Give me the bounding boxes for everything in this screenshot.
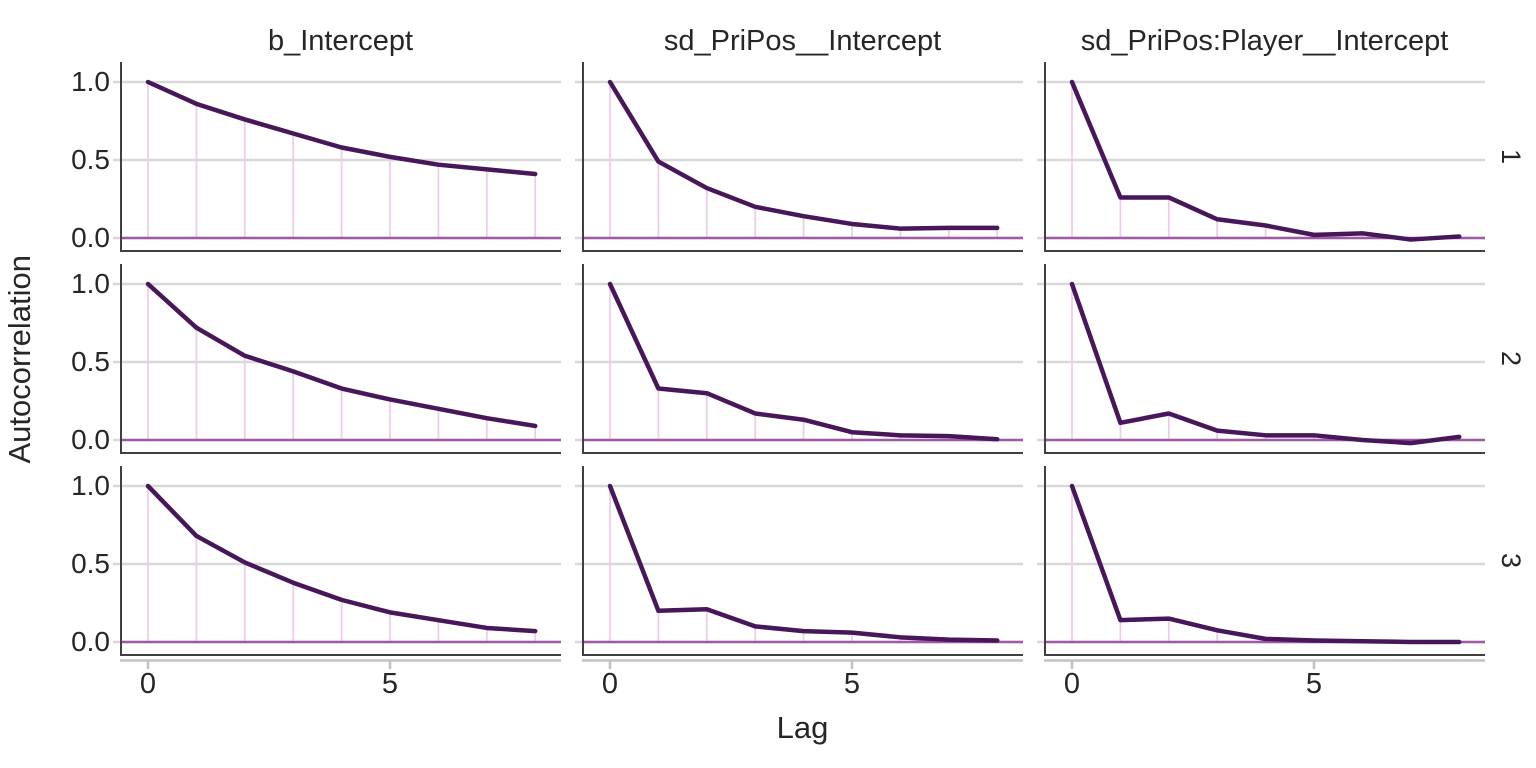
facet-column-title: sd_PriPos:Player__Intercept — [1080, 25, 1449, 57]
y-tick-label: 1.0 — [71, 268, 110, 299]
acf-panel — [113, 62, 561, 252]
y-tick-label: 1.0 — [71, 470, 110, 501]
x-tick-label: 5 — [381, 668, 399, 700]
facet-row-strip: 3 — [1485, 466, 1536, 656]
y-tick-label: 1.0 — [71, 66, 110, 97]
acf-panel — [575, 466, 1023, 656]
y-tick-label: 0.5 — [71, 346, 110, 377]
x-axis-title-container: Lag — [120, 704, 1485, 768]
acf-panel — [1037, 466, 1485, 656]
acf-panel — [1037, 62, 1485, 252]
facet-row-label: 1 — [1496, 149, 1526, 165]
x-tick-label: 5 — [843, 668, 861, 700]
facet-column-title: b_Intercept — [267, 25, 414, 57]
x-axis: 0 5 — [1044, 656, 1485, 704]
x-tick-label: 0 — [139, 668, 157, 700]
facet-row-label: 2 — [1496, 351, 1526, 367]
facet-column-title: sd_PriPos__Intercept — [663, 25, 942, 57]
y-tick-label: 0.0 — [71, 222, 110, 253]
x-axis-title: Lag — [776, 710, 829, 745]
y-tick-label: 0.0 — [71, 424, 110, 455]
x-axis: 0 5 — [582, 656, 1023, 704]
acf-panel — [575, 264, 1023, 454]
x-tick-label: 5 — [1305, 668, 1323, 700]
facet-row-strip: 1 — [1485, 62, 1536, 252]
y-tick-label: 0.5 — [71, 144, 110, 175]
x-tick-label: 0 — [601, 668, 619, 700]
y-axis-ticks: 1.0 0.5 0.0 — [0, 264, 120, 454]
facet-row-strip: 2 — [1485, 264, 1536, 454]
facet-row-label: 3 — [1496, 553, 1526, 569]
acf-panel — [1037, 264, 1485, 454]
x-tick-label: 0 — [1063, 668, 1081, 700]
y-tick-label: 0.0 — [71, 626, 110, 657]
y-axis-ticks: 1.0 0.5 0.0 — [0, 466, 120, 656]
acf-panel — [113, 466, 561, 656]
y-tick-label: 0.5 — [71, 548, 110, 579]
acf-panel — [575, 62, 1023, 252]
acf-panel — [113, 264, 561, 454]
y-axis-ticks: 1.0 0.5 0.0 — [0, 62, 120, 252]
x-axis: 0 5 — [120, 656, 561, 704]
